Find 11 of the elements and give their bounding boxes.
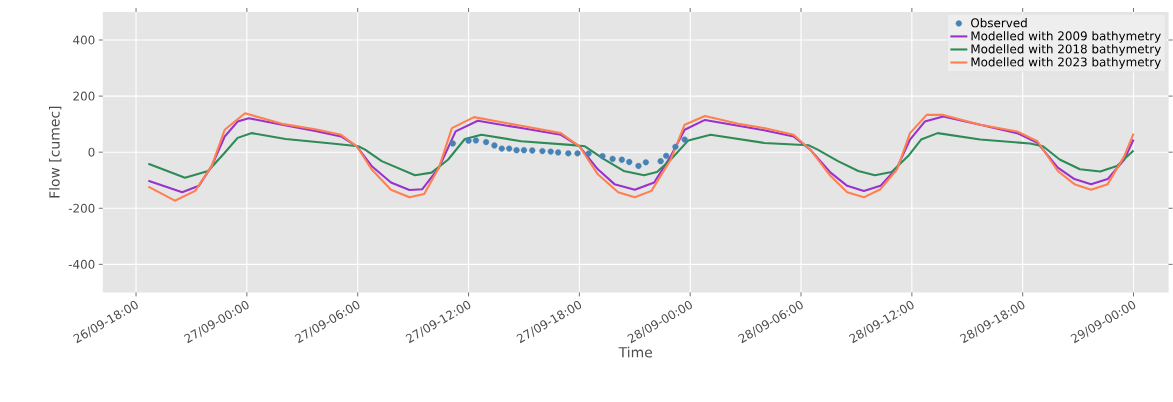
y-axis-title: Flow [cumec] [48, 106, 62, 198]
y-tick-label: -400 [68, 259, 95, 269]
y-tick-label: 200 [73, 91, 95, 101]
legend-label: Modelled with 2023 bathymetry [971, 57, 1161, 69]
y-tick-label: 400 [73, 35, 95, 45]
legend-label: Observed [971, 18, 1027, 28]
legend-label: Modelled with 2018 bathymetry [971, 44, 1161, 56]
y-tick-label: 0 [88, 147, 95, 157]
y-tick-label: -200 [68, 203, 95, 213]
legend-label: Modelled with 2009 bathymetry [971, 31, 1161, 43]
x-axis-title: Time [618, 346, 653, 358]
